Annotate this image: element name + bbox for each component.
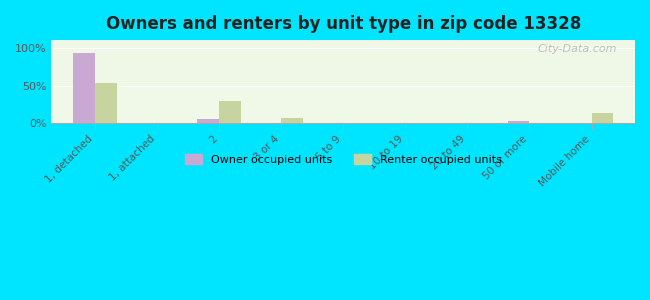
Bar bbox=[219, 100, 240, 123]
Bar bbox=[73, 53, 95, 123]
Title: Owners and renters by unit type in zip code 13328: Owners and renters by unit type in zip c… bbox=[105, 15, 581, 33]
Legend: Owner occupied units, Renter occupied units: Owner occupied units, Renter occupied un… bbox=[181, 150, 506, 169]
Bar bbox=[198, 119, 219, 123]
Bar bbox=[281, 118, 303, 123]
Bar bbox=[508, 121, 530, 123]
Bar bbox=[95, 83, 116, 123]
Bar bbox=[592, 113, 613, 123]
Text: City-Data.com: City-Data.com bbox=[538, 44, 617, 54]
